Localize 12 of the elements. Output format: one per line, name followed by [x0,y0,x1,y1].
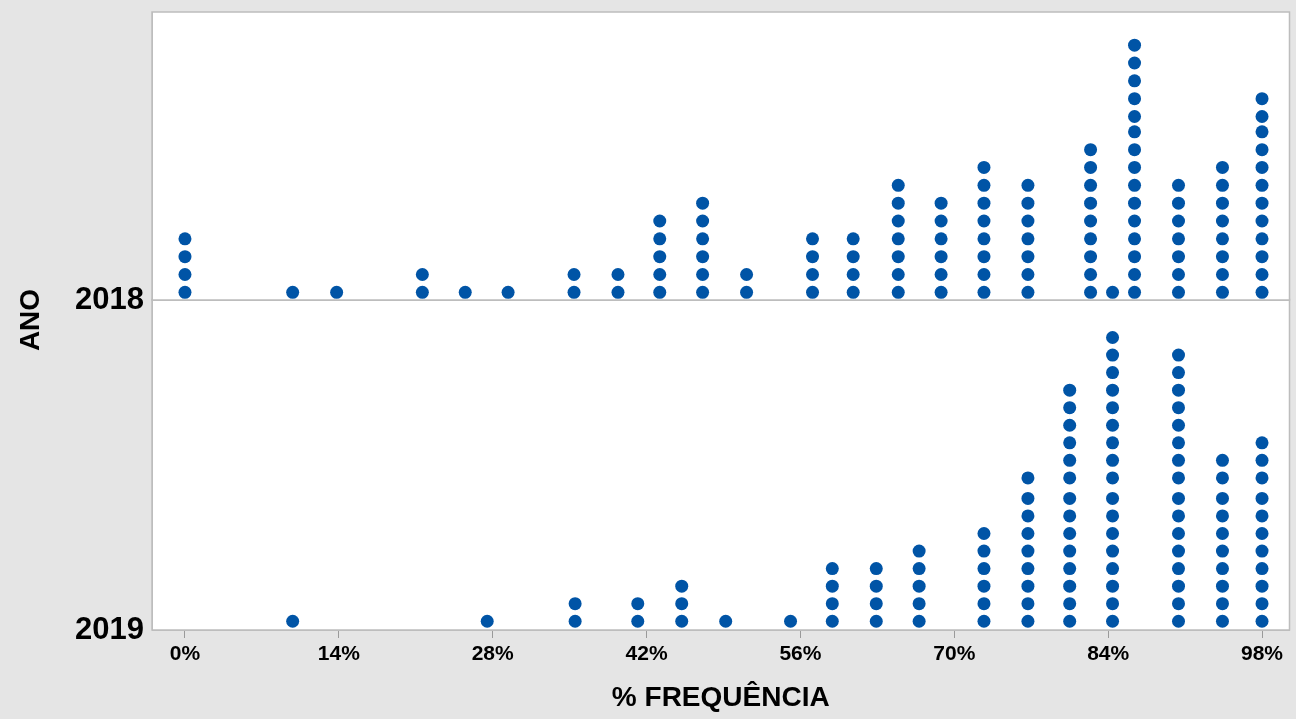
x-tick-label: 84% [1087,641,1130,665]
x-tick-label: 28% [471,641,515,665]
text: 2019 [75,610,144,646]
x-axis-title: % FREQUÊNCIA [611,680,830,712]
x-tick-label: 56% [779,641,822,665]
x-tick-label: 14% [317,641,361,665]
x-tick-label: 70% [933,641,976,665]
y-axis-title: ANO [14,288,46,352]
text: 2018 [75,280,144,316]
x-tick-label: 0% [169,641,201,665]
x-tick-label: 42% [625,641,668,665]
x-tick-label: 98% [1241,641,1284,665]
